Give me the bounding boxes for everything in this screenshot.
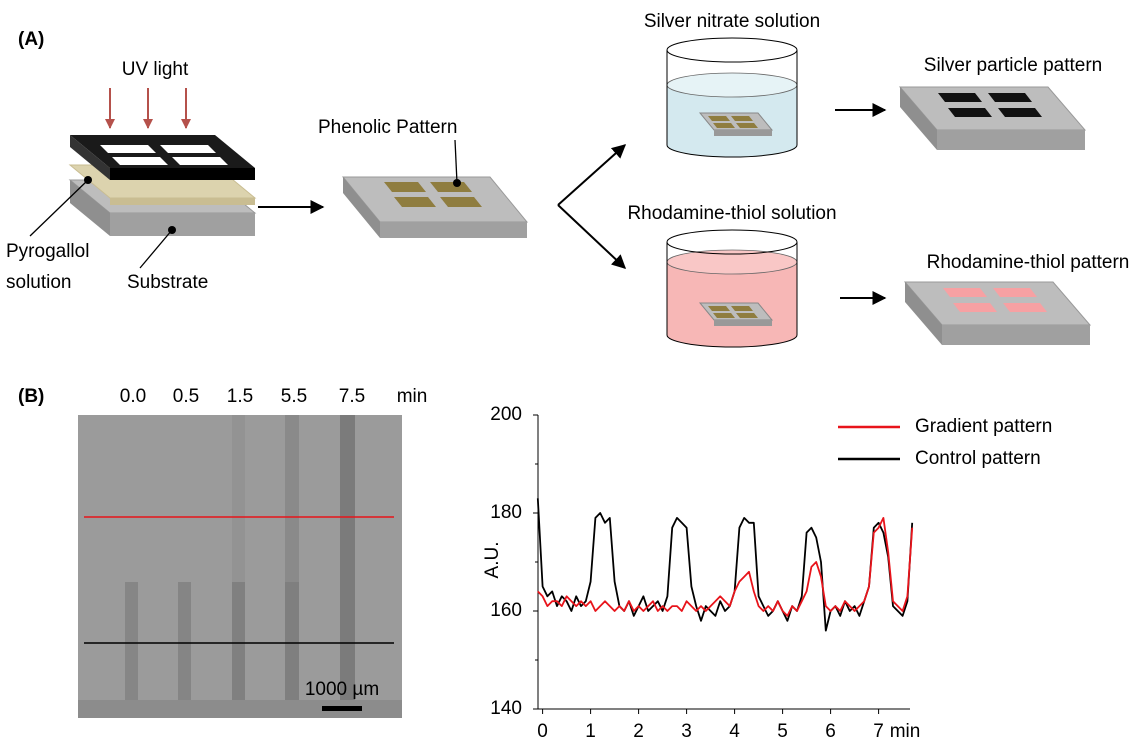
substrate-label: Substrate [127,272,208,293]
micrograph [78,415,402,718]
y-tick-label: 140 [490,698,522,719]
pyrogallol-label: Pyrogallol [6,241,89,262]
image-label: 0.0 [120,386,146,407]
phenolic-label: Phenolic Pattern [318,117,457,138]
leader-dot [84,176,92,184]
figure: (A) UV light Pyrogallol solution Substra… [0,0,1131,746]
image-label: 0.5 [173,386,199,407]
x-tick-label: 6 [825,721,836,742]
substrate-stack [70,135,255,236]
scale-bar-label: 1000 µm [305,679,379,700]
rhodamine-slab [905,282,1090,345]
uv-light-label: UV light [122,59,189,80]
pyrogallol-label: solution [6,272,72,293]
rhodamine-solution-label: Rhodamine-thiol solution [627,203,836,224]
image-label: 7.5 [339,386,365,407]
rhodamine-pattern-label: Rhodamine-thiol pattern [927,252,1130,273]
legend-label: Gradient pattern [915,416,1052,437]
image-label: 1.5 [227,386,253,407]
image-label: min [397,386,428,407]
y-tick-label: 180 [490,502,522,523]
panel-label: (A) [18,29,44,50]
legend-label: Control pattern [915,448,1041,469]
x-tick-label: 4 [729,721,740,742]
x-axis-label: min [890,721,921,742]
leader-dot [168,226,176,234]
x-tick-label: 1 [585,721,596,742]
leader-dot [453,179,461,187]
x-tick-label: 7 [873,721,884,742]
x-tick-label: 5 [777,721,788,742]
arrow [558,205,625,268]
y-axis-label: A.U. [482,542,503,579]
arrow [558,145,625,205]
y-tick-label: 200 [490,404,522,425]
silver-solution-label: Silver nitrate solution [644,11,820,32]
silver-beaker [667,38,797,157]
silver-pattern-label: Silver particle pattern [924,55,1102,76]
x-tick-label: 3 [681,721,692,742]
panel-label: (B) [18,386,44,407]
x-tick-label: 2 [633,721,644,742]
rhodamine-beaker [667,230,797,347]
silver-slab [900,87,1085,150]
phenolic-slab [343,177,527,238]
image-label: 5.5 [281,386,307,407]
x-tick-label: 0 [537,721,548,742]
line-chart: A.U. min 140 160 180 200 0 1 2 3 4 5 6 7 Gradient pa… [482,404,1052,742]
y-tick-label: 160 [490,600,522,621]
